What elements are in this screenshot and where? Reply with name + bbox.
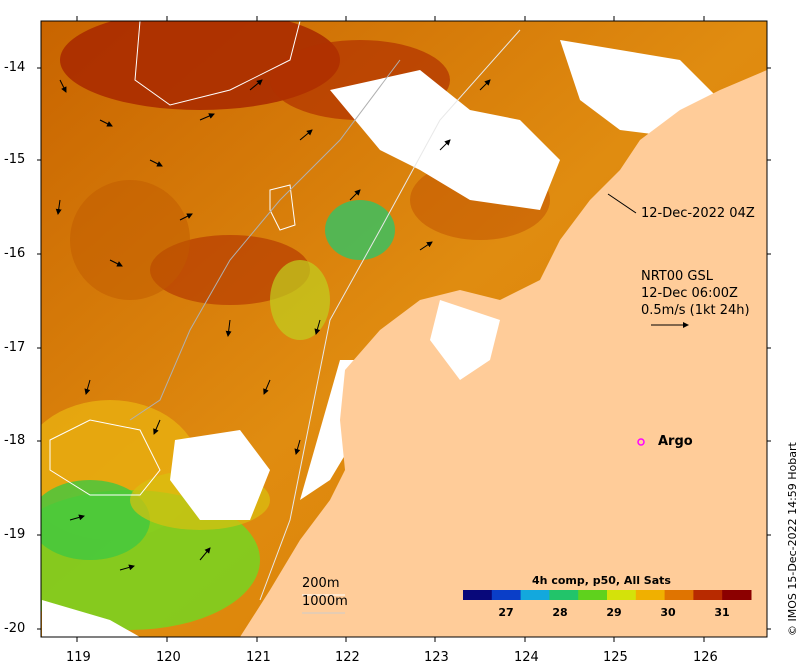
argo-label: Argo [658,434,693,449]
lat-tick: -16 [4,246,26,261]
lon-tick: 126 [693,650,718,665]
kimberley-land [240,21,767,637]
lon-tick: 121 [246,650,271,665]
colorbar-tick: 31 [714,606,730,619]
lat-tick: -18 [4,433,26,448]
lat-tick: -14 [4,60,26,75]
colorbar-cell [722,590,752,600]
lon-tick: 122 [335,650,360,665]
lat-tick: -15 [4,152,26,167]
lon-tick: 120 [156,650,181,665]
colorbar-tick: 29 [606,606,622,619]
colorbar-cell [693,590,723,600]
current-vectors [55,79,491,571]
current-scale-label: 0.5m/s (1kt 24h) [641,303,750,318]
argo-marker [637,438,645,446]
lat-tick: -20 [4,621,26,636]
contour-1000-label: 1000m [302,594,348,609]
colorbar-tick: 27 [498,606,514,619]
colorbar-title: 4h comp, p50, All Sats [532,574,671,587]
lon-tick: 123 [424,650,449,665]
lat-tick: -17 [4,340,26,355]
lon-tick: 124 [514,650,539,665]
colorbar-cell [635,590,666,600]
colorbar-cell [578,590,608,600]
map-plot-area [41,21,767,637]
colorbar-cell [520,590,550,600]
colorbar-cell [664,590,694,600]
lat-tick: -19 [4,527,26,542]
contour-200-label: 200m [302,576,340,591]
axis-ticks [37,16,771,642]
colorbar-tick: 28 [552,606,568,619]
colorbar-cells [463,590,752,600]
current-source-label: NRT00 GSL [641,269,713,284]
colorbar-cell [607,590,637,600]
colorbar-cell [463,590,493,600]
lon-tick: 119 [66,650,91,665]
timestamp-label: 12-Dec-2022 04Z [641,206,755,221]
colorbar-cell [549,590,579,600]
lon-tick: 125 [603,650,628,665]
colorbar-tick: 30 [660,606,676,619]
colorbar-cell [491,590,522,600]
credit-label: © IMOS 15-Dec-2022 14:59 Hobart [786,442,799,636]
current-time-label: 12-Dec 06:00Z [641,286,738,301]
